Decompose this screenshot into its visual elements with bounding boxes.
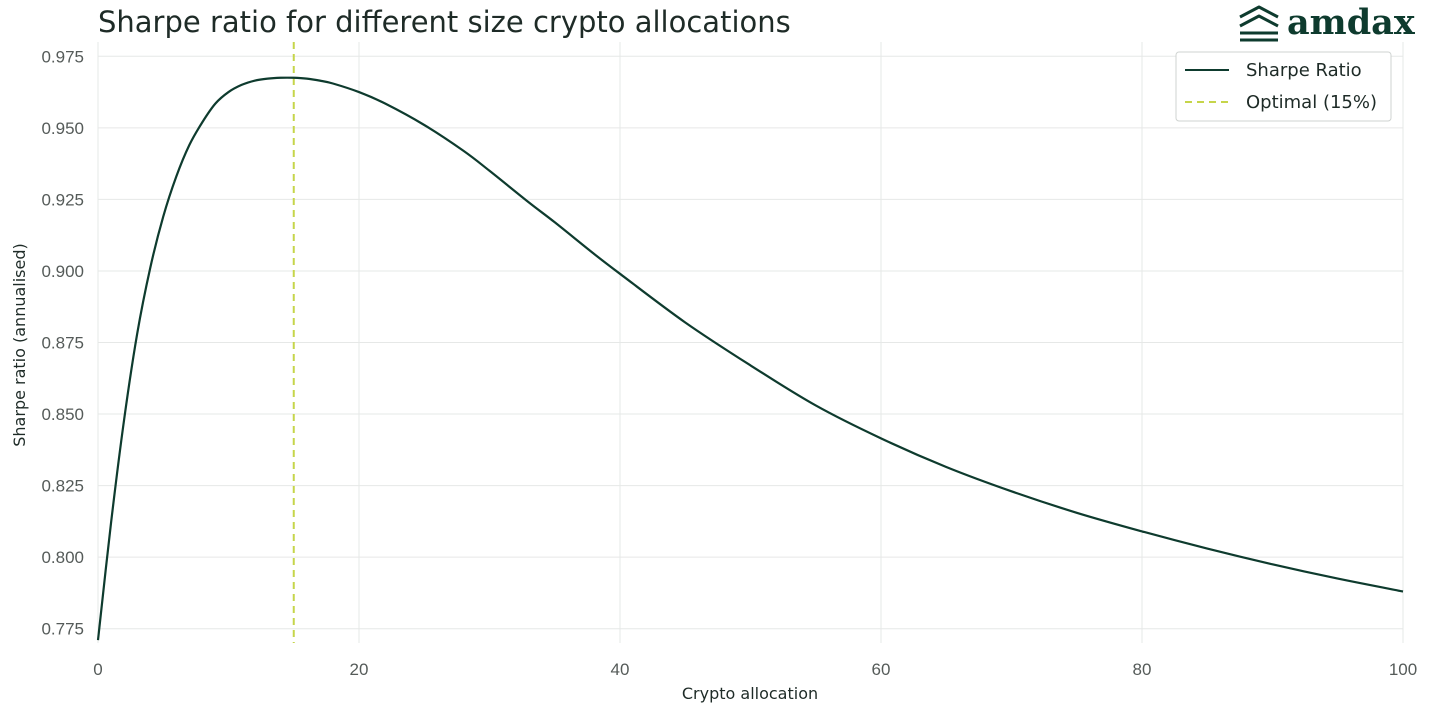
y-tick-label: 0.825 [41,477,84,496]
x-tick-label: 0 [93,660,102,679]
series-group [96,76,1404,641]
x-tick-label: 40 [611,660,630,679]
sharpe-ratio-line [96,76,1404,641]
brand-logo-icon [1239,5,1279,42]
chart-title: Sharpe ratio for different size crypto a… [98,5,791,39]
legend-label-sharpe-ratio: Sharpe Ratio [1246,60,1362,81]
legend-box [1175,51,1392,122]
y-axis-ticks: 0.775 0.800 0.825 0.850 0.875 0.900 0.925 0.950… [41,47,84,638]
x-tick-label: 60 [872,660,891,679]
y-tick-label: 0.950 [41,119,84,138]
y-tick-label: 0.875 [41,334,84,353]
x-tick-label: 20 [350,660,369,679]
x-tick-label: 80 [1133,660,1152,679]
x-axis-label: Crypto allocation [682,684,818,703]
y-axis-label: Sharpe ratio (annualised) [10,243,29,446]
x-axis-ticks: 0 20 40 60 80 100 [93,660,1417,679]
legend-label-optimal: Optimal (15%) [1246,92,1377,113]
y-tick-label: 0.900 [41,262,84,281]
y-tick-label: 0.800 [41,548,84,567]
grid [97,42,1404,643]
legend: Sharpe Ratio Optimal (15%) [1175,51,1392,122]
brand-logo: amdax [1239,2,1416,43]
y-tick-label: 0.850 [41,405,84,424]
y-tick-label: 0.975 [41,47,84,66]
y-tick-label: 0.775 [41,620,84,639]
brand-logo-text: amdax [1287,2,1416,43]
y-tick-label: 0.925 [41,190,84,209]
x-tick-label: 100 [1389,660,1417,679]
